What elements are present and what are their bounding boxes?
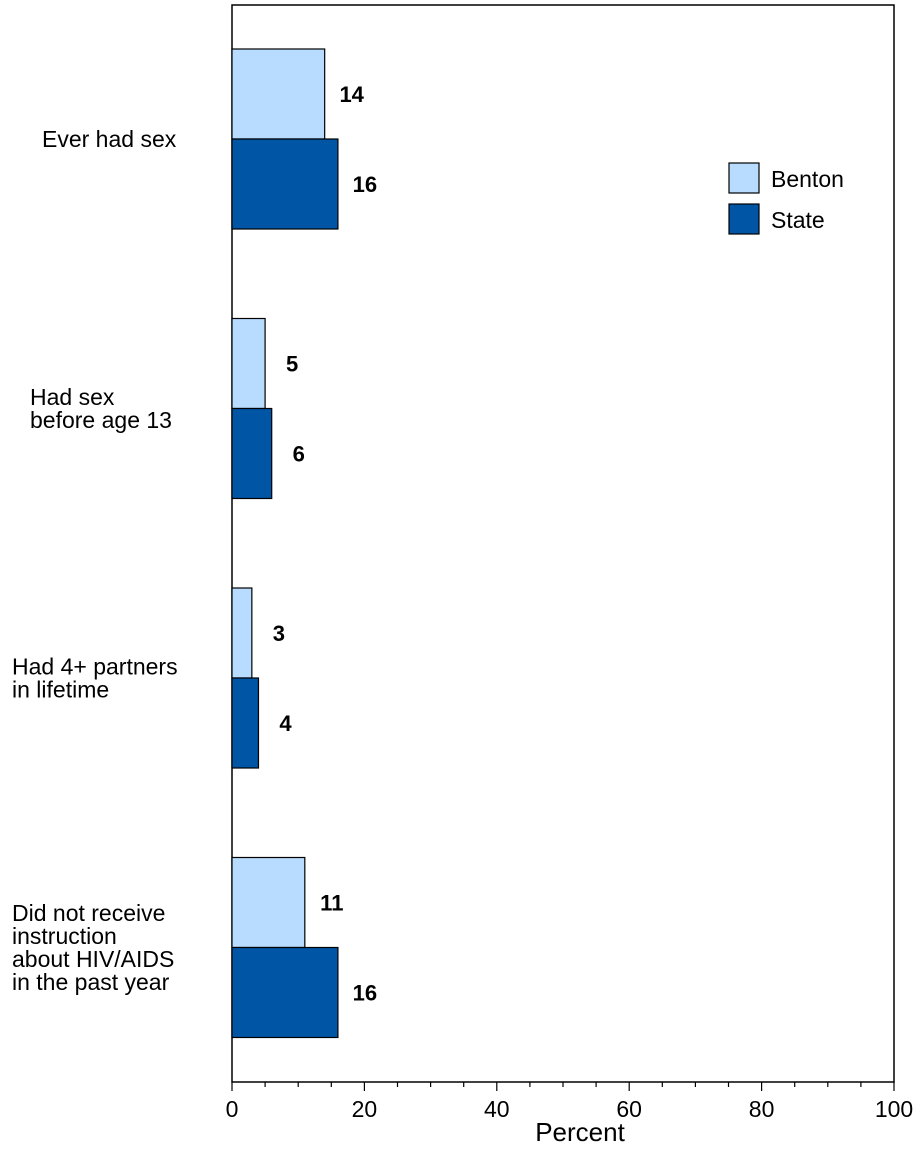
bar-benton-1 [231,317,266,410]
x-tick-label: 40 [484,1096,510,1122]
data-label-benton-2: 3 [273,621,285,646]
data-label-state-0: 16 [353,172,377,197]
category-label-2: Had 4+ partners in lifetime [12,654,178,703]
x-tick-label: 100 [875,1096,913,1122]
bar-state-3 [231,946,339,1039]
x-tick-label: 20 [352,1096,378,1122]
bar-state-1 [231,407,273,500]
x-axis-title: Percent [535,1117,625,1147]
x-tick-label: 0 [226,1096,239,1122]
x-axis-ticks: 0 20 40 60 80 100 [226,1082,913,1122]
bars-group: 14 16 5 6 3 4 11 16 [231,48,377,1039]
x-tick-label: 80 [749,1096,775,1122]
data-label-benton-1: 5 [286,352,298,377]
data-label-benton-0: 14 [339,82,364,107]
data-label-state-1: 6 [293,442,305,467]
x-tick-label: 60 [616,1096,642,1122]
data-label-state-2: 4 [279,711,292,736]
legend-swatch-state [728,203,760,235]
data-label-benton-3: 11 [320,891,343,916]
category-labels: Ever had sex Had sex before age 13 Had 4+ p… [12,126,178,995]
category-label-0: Ever had sex [42,126,177,152]
bar-state-0 [231,138,339,230]
category-label-1: Had sex before age 13 [30,384,172,433]
bar-benton-3 [231,856,306,949]
category-label-3: Did not receive instruction about HIV/AIDS… [12,900,174,995]
legend: Benton State [728,162,844,235]
bar-state-2 [231,677,260,769]
legend-label-benton: Benton [771,166,844,192]
bar-benton-0 [231,48,326,140]
bar-benton-2 [231,587,253,679]
legend-swatch-benton [728,162,760,194]
legend-label-state: State [771,207,825,233]
data-label-state-3: 16 [353,981,377,1006]
